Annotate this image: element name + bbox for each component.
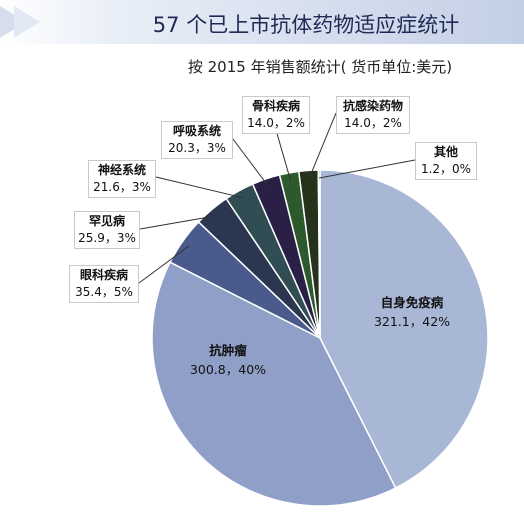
slice-label-nervous-system: 神经系统 21.6，3% [88, 160, 156, 198]
value-label: 300.8，40% [189, 362, 267, 377]
slice-label-autoimmune: 自身免疫病 321.1，42% [362, 292, 462, 332]
category-label: 自身免疫病 [380, 295, 444, 310]
slice-label-oncology: 抗肿瘤 300.8，40% [178, 340, 278, 380]
pie-slice-autoimmune [319, 169, 489, 490]
value-label: 20.3，3% [168, 141, 226, 155]
value-label: 14.0，2% [247, 116, 305, 130]
chart-title: 57 个已上市抗体药物适应症统计 [152, 13, 460, 37]
category-label: 罕见病 [88, 214, 125, 228]
pie-slice-oncology [151, 261, 397, 507]
pie-slice-other [317, 169, 321, 339]
value-label: 321.1，42% [373, 314, 451, 329]
slice-label-respiratory: 呼吸系统 20.3，3% [161, 121, 233, 159]
category-label: 骨科疾病 [251, 99, 300, 113]
leader-line-ophthalmology [138, 245, 190, 284]
category-label: 呼吸系统 [172, 124, 221, 138]
slice-label-rare-disease: 罕见病 25.9，3% [74, 211, 140, 249]
slice-label-ophthalmology: 眼科疾病 35.4，5% [69, 265, 139, 303]
leader-line-other [319, 159, 416, 179]
leader-line-orthopedic [275, 129, 292, 181]
value-label: 14.0，2% [344, 116, 402, 130]
value-label: 21.6，3% [93, 180, 151, 194]
value-label: 1.2，0% [420, 162, 472, 176]
category-label: 其他 [433, 145, 458, 159]
category-label: 眼科疾病 [79, 268, 128, 282]
slice-label-orthopedic: 骨科疾病 14.0，2% [242, 96, 310, 134]
slice-label-anti-infective: 抗感染药物 14.0，2% [336, 96, 410, 134]
leader-line-rare-disease [139, 215, 217, 230]
category-label: 抗感染药物 [342, 99, 403, 113]
leader-line-respiratory [232, 138, 269, 187]
slice-label-other: 其他 1.2，0% [415, 142, 477, 180]
value-label: 35.4，5% [75, 285, 133, 299]
title-banner [0, 0, 524, 44]
chart-subtitle: 按 2015 年销售额统计( 货币单位:美元) [187, 58, 453, 76]
value-label: 25.9，3% [78, 231, 136, 245]
leader-line-anti-infective [308, 112, 337, 179]
category-label: 神经系统 [97, 163, 146, 177]
category-label: 抗肿瘤 [209, 343, 247, 358]
leader-line-nervous-system [155, 176, 244, 199]
